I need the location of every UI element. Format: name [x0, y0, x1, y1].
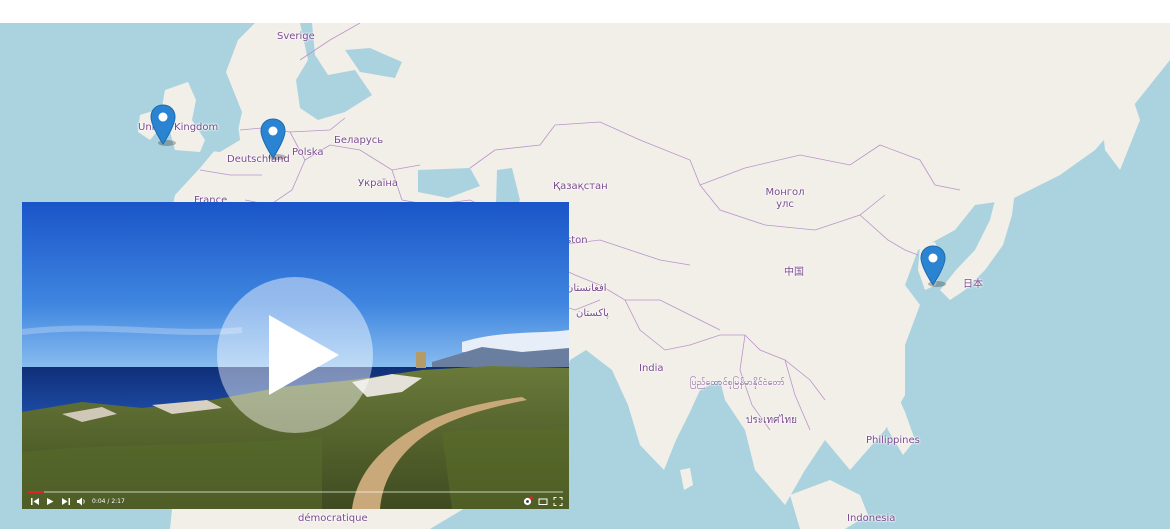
progress-bar[interactable] [28, 491, 563, 493]
label-polska: Polska [292, 147, 324, 158]
label-kazakhstan: Қазақстан [553, 181, 608, 192]
label-mongolia: Монгол улс [764, 187, 806, 211]
label-belarus: Беларусь [334, 135, 384, 146]
label-mongolia-line1: Монгол [765, 187, 805, 198]
skip-previous-icon[interactable] [30, 496, 40, 507]
miniplayer-icon[interactable] [538, 496, 548, 507]
label-philippines: Philippines [866, 435, 920, 446]
duration: 2:17 [111, 498, 125, 505]
label-pakistan: پاکستان [576, 308, 609, 319]
map-pin-icon [920, 245, 946, 287]
label-myanmar: ပြည်ထောင်စုမြန်မာနိုင်ငံတော် [690, 378, 785, 388]
label-china: 中国 [784, 267, 804, 278]
label-united-kingdom: United Kingdom [138, 122, 219, 133]
label-stan-fragment: ston [566, 235, 588, 246]
label-indonesia: Indonesia [847, 513, 896, 524]
label-deutschland: Deutschland [227, 154, 290, 165]
marker-united-kingdom[interactable] [150, 104, 176, 146]
progress-fill [28, 491, 45, 493]
time-separator: / [105, 498, 112, 505]
play-button[interactable] [217, 277, 373, 433]
settings-icon[interactable] [522, 496, 533, 507]
label-mongolia-line2: улс [776, 199, 794, 210]
map-view[interactable]: Sverige United Kingdom Deutschland Polsk… [0, 23, 1170, 529]
skip-next-icon[interactable] [61, 496, 71, 507]
marker-deutschland[interactable] [260, 118, 286, 160]
play-icon[interactable] [45, 496, 55, 507]
top-bar [0, 0, 1170, 23]
label-japan: 日本 [963, 279, 983, 290]
label-afghanistan: افغانستان [566, 283, 607, 294]
volume-icon[interactable] [76, 496, 86, 507]
map-pin-icon [260, 118, 286, 160]
time-display: 0:04 / 2:17 [92, 496, 125, 507]
play-button-icon [269, 315, 339, 395]
map-pin-icon [150, 104, 176, 146]
current-time: 0:04 [92, 498, 106, 505]
label-india: India [639, 363, 664, 374]
marker-korea[interactable] [920, 245, 946, 287]
label-sverige: Sverige [277, 31, 315, 42]
video-player[interactable]: 0:04 / 2:17 [22, 202, 569, 509]
video-controls: 0:04 / 2:17 [22, 488, 569, 509]
fullscreen-icon[interactable] [553, 496, 563, 507]
label-thailand: ประเทศไทย [746, 415, 797, 426]
label-france: France [194, 195, 228, 206]
label-ukraina: Україна [358, 178, 399, 189]
label-congo: démocratique [298, 513, 368, 524]
